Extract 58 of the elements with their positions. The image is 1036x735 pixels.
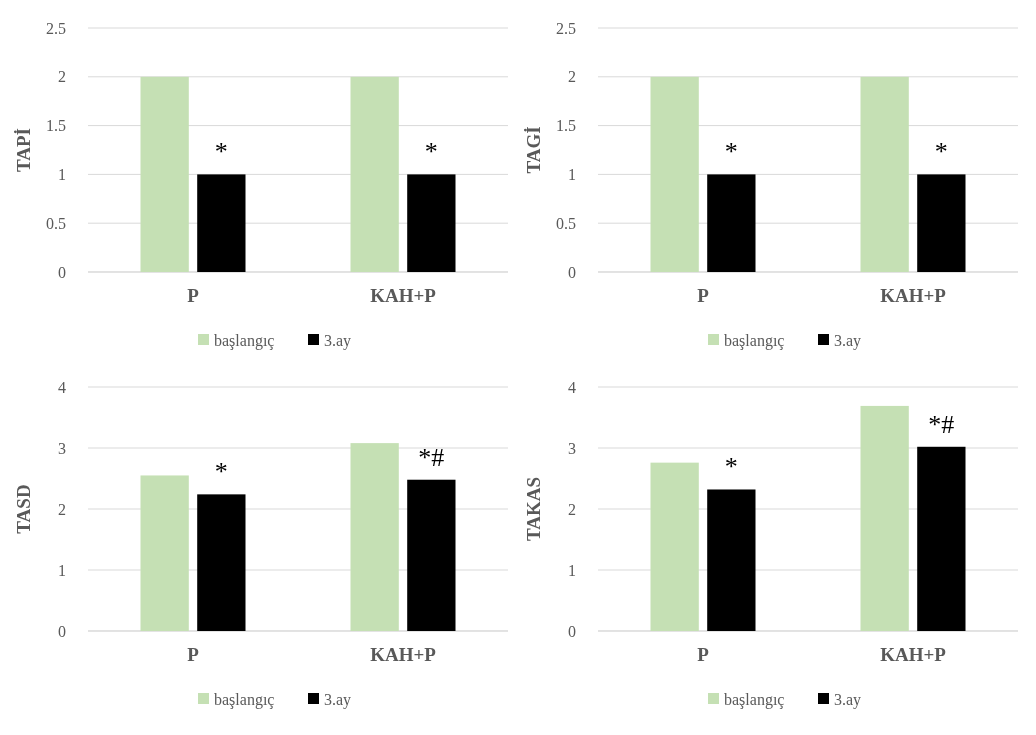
x-tick-label: KAH+P	[370, 644, 437, 665]
legend-label: başlangıç	[214, 690, 275, 709]
x-tick-label: P	[187, 644, 200, 665]
bar	[407, 479, 456, 631]
y-tick-label: 2.5	[556, 19, 576, 37]
bar	[650, 462, 699, 631]
bar	[707, 489, 756, 631]
annotation: *#	[418, 442, 445, 472]
annotation: *	[214, 457, 228, 487]
y-tick-label: 0	[58, 263, 66, 281]
y-tick-label: 4	[568, 378, 576, 396]
legend-label: 3.ay	[324, 331, 352, 350]
y-tick-label: 3	[58, 439, 66, 457]
annotation: *	[934, 137, 948, 167]
legend-label: 3.ay	[834, 331, 862, 350]
x-tick-label: KAH+P	[880, 285, 947, 306]
y-tick-label: 2	[568, 500, 576, 518]
x-tick-label: KAH+P	[880, 644, 947, 665]
legend-label: 3.ay	[834, 690, 862, 709]
x-tick-label: P	[697, 285, 710, 306]
y-tick-label: 1	[568, 561, 576, 579]
y-tick-label: 0	[568, 263, 576, 281]
annotation: *	[214, 137, 228, 167]
y-tick-label: 1.5	[556, 117, 576, 135]
x-tick-label: P	[187, 285, 200, 306]
y-tick-label: 3	[568, 439, 576, 457]
y-axis-title: TAPİ	[13, 128, 34, 172]
legend-label: 3.ay	[324, 690, 352, 709]
x-tick-label: KAH+P	[370, 285, 437, 306]
annotation: *#	[928, 409, 955, 439]
bar	[350, 443, 399, 631]
y-tick-label: 0.5	[46, 214, 66, 232]
y-tick-label: 0	[568, 622, 576, 640]
y-tick-label: 2	[58, 68, 66, 86]
y-tick-label: 2.5	[46, 19, 66, 37]
bar	[197, 494, 246, 631]
y-tick-label: 2	[58, 500, 66, 518]
legend-label: başlangıç	[214, 331, 275, 350]
bar	[917, 446, 966, 631]
y-tick-label: 4	[58, 378, 66, 396]
annotation: *	[724, 137, 738, 167]
bar	[860, 405, 909, 631]
y-axis-title: TASD	[13, 484, 34, 534]
y-axis-title: TAGİ	[523, 126, 544, 174]
y-tick-label: 1	[58, 166, 66, 183]
y-tick-label: 0.5	[556, 214, 576, 232]
legend-label: başlangıç	[724, 331, 785, 350]
y-tick-label: 2	[568, 68, 576, 86]
legend-label: başlangıç	[724, 690, 785, 709]
x-tick-label: P	[697, 644, 710, 665]
y-tick-label: 0	[58, 622, 66, 640]
y-axis-title: TAKAS	[523, 476, 544, 542]
bar	[140, 475, 189, 631]
annotation: *	[724, 452, 738, 482]
y-tick-label: 1.5	[46, 117, 66, 135]
y-tick-label: 1	[568, 166, 576, 183]
y-tick-label: 1	[58, 561, 66, 579]
annotation: *	[424, 137, 438, 167]
